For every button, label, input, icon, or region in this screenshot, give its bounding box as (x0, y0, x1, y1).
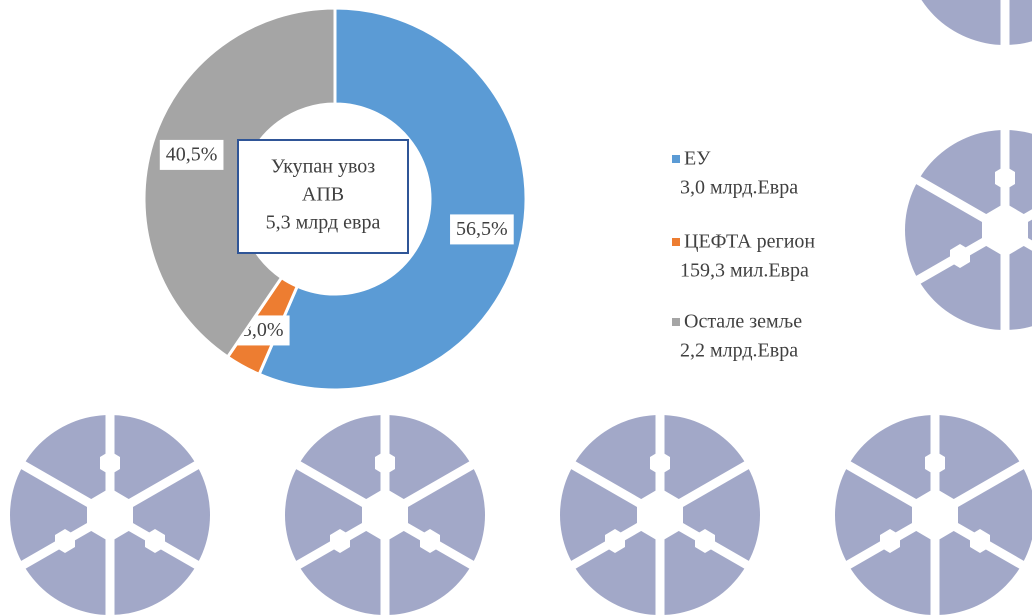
center-label: АПВ (302, 184, 344, 206)
legend: ЕУ 3,0 млрд.Евра ЦЕФТА регион 159,3 мил.Евр… (672, 148, 815, 362)
legend-swatch (672, 238, 680, 246)
data-label: 3,0% (242, 319, 284, 341)
legend-detail: 3,0 млрд.Евра (680, 177, 798, 199)
decoration (10, 0, 1032, 615)
data-label: 56,5% (456, 218, 508, 240)
legend-swatch (672, 155, 680, 163)
data-label-bg (159, 139, 224, 170)
legend-detail: 2,2 млрд.Евра (680, 340, 798, 362)
legend-label: ЦЕФТА регион (684, 231, 815, 253)
legend-label: ЕУ (684, 148, 711, 170)
slice (257, 6, 528, 392)
legend-label: Остале земље (684, 311, 802, 333)
center-label: 5,3 млрд евра (266, 212, 381, 234)
center-box (237, 139, 409, 254)
data-label: 40,5% (166, 143, 218, 165)
legend-detail: 159,3 мил.Евра (680, 260, 809, 282)
center-label: Укупан увоз (271, 156, 375, 178)
legend-swatch (672, 318, 680, 326)
data-label-bg (450, 214, 514, 245)
